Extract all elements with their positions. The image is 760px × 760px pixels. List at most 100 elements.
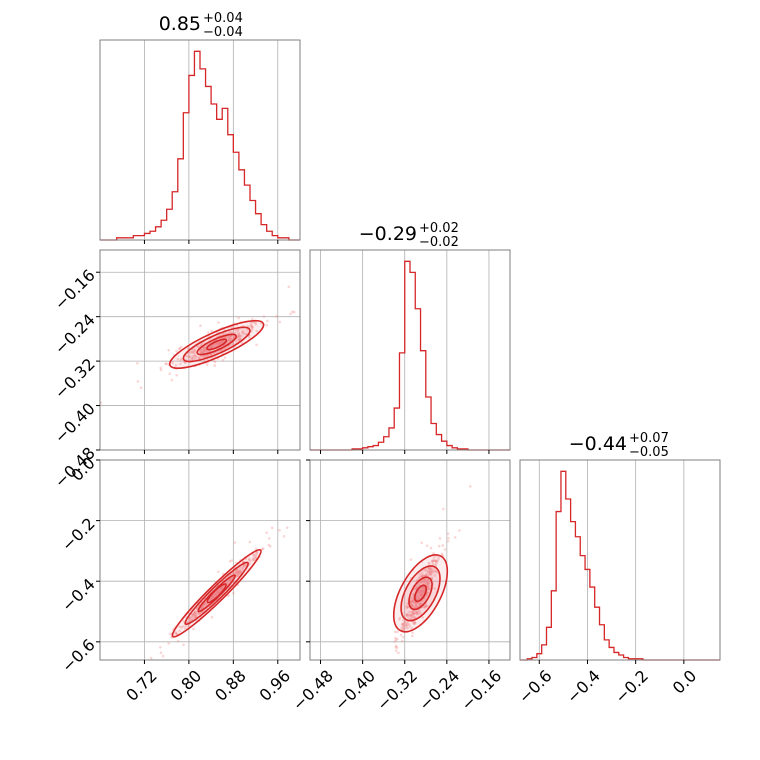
corner-p2-p3-point — [415, 585, 419, 589]
corner-p2-p3-point — [401, 622, 405, 626]
corner-p1-p2-point — [211, 343, 215, 347]
corner-p2-p3-point — [424, 603, 427, 607]
corner-p2-p3-point — [437, 555, 440, 559]
corner-p2-p3-point — [433, 574, 437, 577]
corner-p2-p3-point — [447, 536, 450, 540]
corner-p1-p3-point — [194, 611, 197, 615]
hist-p3-xlabel-2: −0.2 — [611, 666, 652, 707]
corner-p2-p3-point — [409, 617, 412, 620]
hist-p3-bar-6 — [551, 591, 556, 660]
hist-p1-bar-13 — [178, 159, 184, 240]
corner-p1-p2-point — [184, 361, 187, 365]
hist-p1-bar-8 — [150, 231, 156, 240]
corner-p1-p2-point — [242, 332, 245, 335]
corner-p1-p3-point — [230, 577, 233, 581]
hist-p3-bar-5 — [547, 627, 552, 660]
corner-p1-p2-point — [265, 323, 268, 327]
hist-p1-bar-6 — [139, 236, 145, 240]
corner-p1-p3-point — [219, 587, 223, 590]
corner-p1-p2-point — [203, 346, 207, 350]
corner-p2-p3-point — [419, 612, 422, 615]
corner-p1-p2-point — [221, 332, 225, 336]
corner-p1-p3-point — [265, 531, 268, 534]
hist-p3-bar-10 — [571, 522, 576, 660]
corner-p2-p3-point — [417, 608, 421, 612]
corner-p1-p3-point — [241, 566, 244, 570]
corner-p2-p3-point — [414, 603, 418, 607]
corner-p2-p3-point — [440, 552, 444, 555]
corner-p1-p3-point — [178, 629, 181, 633]
corner-p1-p3-point — [214, 592, 218, 596]
corner-p1-p2-point — [262, 315, 266, 318]
corner-p2-p3-point — [406, 615, 410, 618]
corner-p1-p3-point — [235, 574, 239, 577]
corner-p2-p3-point — [427, 586, 431, 590]
corner-p1-p2-point — [159, 366, 163, 370]
corner-p2-p3-point — [430, 573, 433, 576]
corner-p1-p3-point — [213, 592, 217, 595]
corner-p1-p3-point — [159, 651, 163, 655]
corner-p1-p2-ylabel-1: −0.40 — [51, 399, 99, 447]
corner-p1-p3-point — [161, 654, 165, 658]
corner-p1-p2-point — [287, 285, 291, 289]
corner-p2-p3-point — [416, 611, 419, 615]
corner-p1-p2-point — [237, 316, 240, 320]
corner-p2-p3-point — [413, 621, 417, 624]
corner-p1-p2-point — [230, 338, 234, 341]
corner-p1-p2-point — [230, 343, 234, 347]
corner-p1-p3-point — [235, 570, 238, 573]
corner-p1-p3-point — [229, 577, 233, 581]
corner-p2-p3-point — [433, 563, 437, 567]
title-p2: −0.29 +0.02 −0.02 — [359, 221, 459, 250]
corner-p2-p3-point — [438, 537, 442, 540]
corner-p1-p2-point — [164, 362, 168, 366]
corner-p2-p3-point — [426, 584, 430, 587]
corner-p2-p3-point — [410, 603, 414, 607]
corner-p1-p3-point — [236, 574, 239, 577]
hist-p2-bar-15 — [431, 424, 436, 450]
corner-p2-p3-point — [435, 571, 439, 574]
corner-p1-p3-point — [252, 553, 255, 556]
corner-p2-p3-point — [429, 572, 432, 575]
corner-p2-p3-point — [419, 588, 422, 592]
corner-p1-p3-point — [210, 597, 214, 600]
corner-p1-p3-point — [268, 544, 272, 548]
corner-p2-p3-xlabel-1: −0.40 — [331, 666, 379, 714]
corner-p2-p3-point — [422, 580, 426, 584]
corner-p2-p3-point — [426, 584, 429, 587]
corner-p2-p3-point — [398, 618, 401, 621]
corner-p2-p3-point — [408, 610, 411, 614]
corner-p1-p2-point — [278, 320, 282, 324]
hist-p3-step — [520, 470, 720, 661]
corner-p2-p3-point — [412, 612, 415, 616]
corner-p2-p3-point — [418, 593, 422, 597]
corner-p2-p3-point — [410, 600, 414, 603]
corner-p1-p3-point — [238, 568, 241, 572]
corner-p1-p3-point — [192, 613, 195, 617]
corner-p2-p3-point — [419, 592, 423, 596]
corner-p1-p3-point — [237, 572, 240, 576]
corner-p2-p3-point — [443, 548, 447, 551]
corner-p2-p3-point — [428, 566, 431, 570]
hist-p3-xlabel-0: −0.6 — [515, 666, 556, 707]
corner-p1-p2-point — [176, 357, 180, 361]
hist-p1-bar-23 — [233, 152, 239, 240]
corner-p1-p2-point — [218, 341, 222, 345]
corner-p1-p2-point — [238, 334, 241, 337]
corner-p1-p2-point — [250, 326, 254, 330]
corner-p2-p3-point — [413, 606, 416, 610]
corner-p2-p3-point — [414, 604, 418, 608]
corner-p2-p3-point — [421, 574, 424, 578]
corner-p2-p3-point — [413, 601, 417, 605]
corner-p1-p3-xlabel-1: 0.80 — [167, 666, 206, 705]
corner-p1-p3-point — [182, 619, 186, 623]
corner-p1-p2-point — [210, 345, 213, 348]
corner-p1-p3-point — [209, 596, 213, 600]
corner-p2-p3-point — [420, 589, 424, 593]
corner-p1-p2-point — [218, 341, 221, 345]
corner-p2-p3-point — [408, 617, 411, 621]
corner-p1-p2-point — [222, 339, 226, 343]
corner-p1-p2-point — [175, 349, 178, 353]
corner-p1-p2-point — [217, 342, 221, 346]
